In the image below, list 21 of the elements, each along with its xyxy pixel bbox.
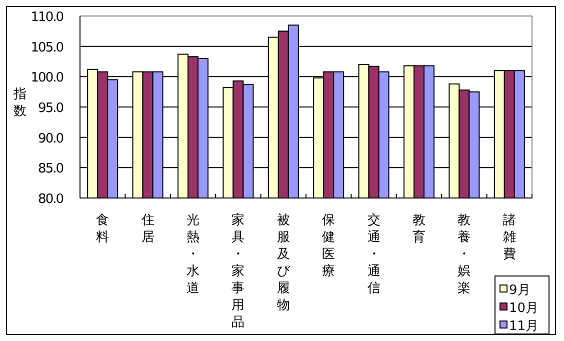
x-tick-label: 家具・家事用品: [232, 212, 245, 330]
legend-label: 10月: [509, 301, 539, 316]
y-tick-label: 95.0: [38, 101, 64, 116]
x-tick-label: 教養・娯楽: [458, 213, 471, 296]
x-tick-label: 食料: [96, 213, 110, 245]
legend-label: 9月: [509, 283, 530, 298]
legend-label: 11月: [509, 319, 539, 334]
x-tick-label: 光熱・水道: [186, 213, 200, 296]
y-tick-label: 85.0: [38, 162, 64, 177]
y-tick-label: 110.0: [30, 10, 64, 25]
x-tick-label: 交通・通信: [367, 212, 380, 296]
y-tick-label: 105.0: [30, 40, 64, 56]
x-tick-label: 被服及び履物: [276, 213, 291, 313]
y-tick-label: 80.0: [38, 192, 64, 207]
x-tick-label: 諸雑費: [502, 213, 516, 262]
y-tick-label: 100.0: [30, 70, 64, 86]
x-tick-label: 教育: [412, 213, 426, 245]
y-axis-title: 指数: [12, 87, 26, 119]
x-tick-label: 保健医療: [322, 213, 336, 279]
y-tick-label: 90.0: [38, 131, 64, 146]
x-tick-label: 住居: [140, 213, 154, 245]
